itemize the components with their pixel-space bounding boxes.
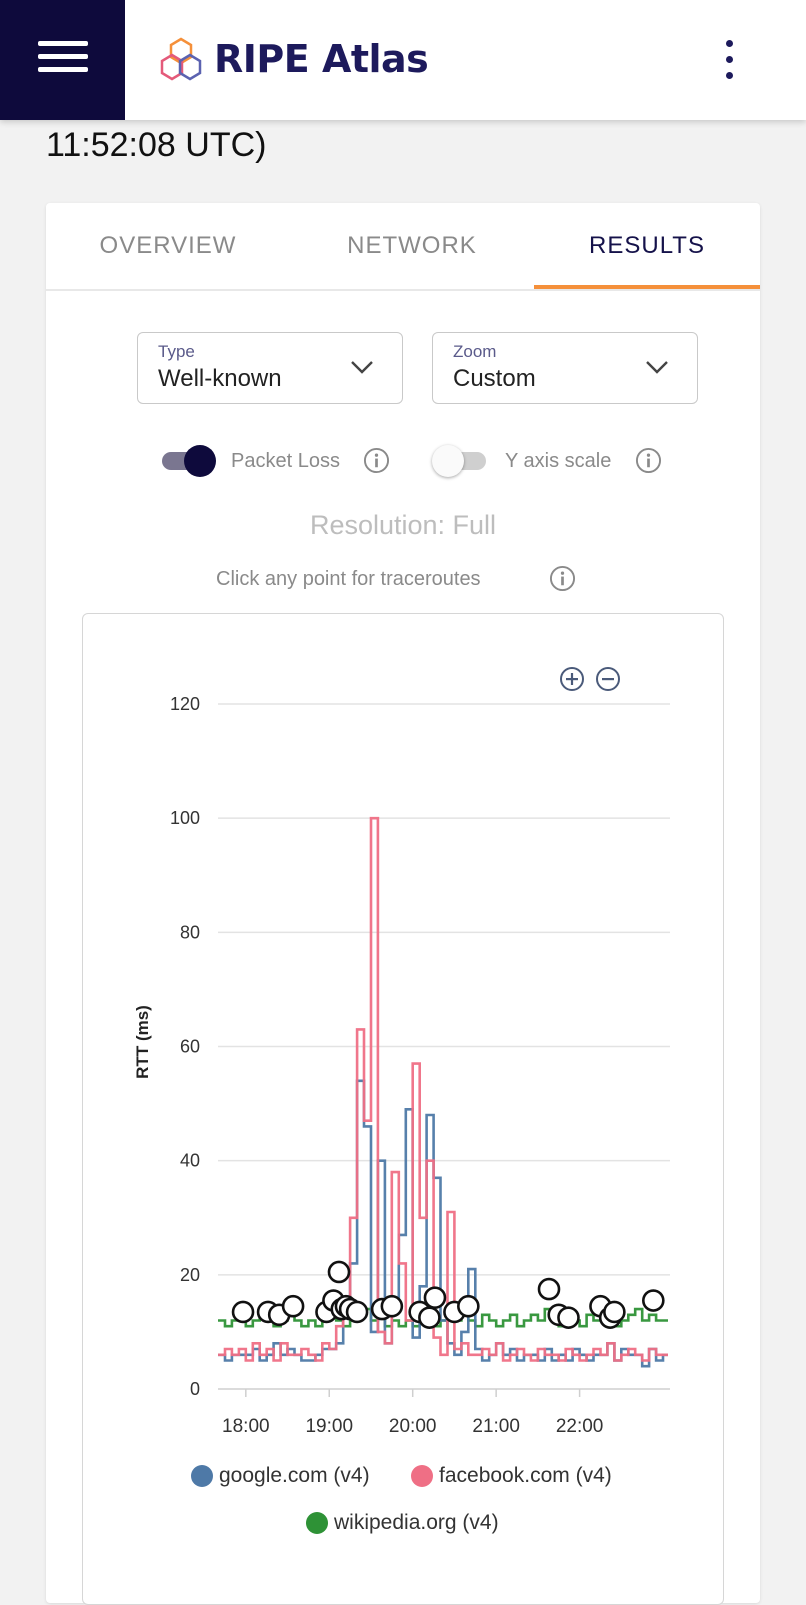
x-tick-label: 18:00 (222, 1416, 270, 1437)
rtt-chart-svg[interactable]: 0 20 40 60 80 100 120 18:00 19:00 20:00 21:00 22:00… (83, 614, 723, 1604)
info-icon[interactable] (549, 565, 576, 592)
packet-loss-marker (457, 1294, 480, 1318)
zoom-select[interactable]: Zoom Custom (432, 332, 698, 404)
chevron-down-icon (351, 361, 373, 374)
traceroute-hint: Click any point for traceroutes (216, 568, 481, 590)
info-icon[interactable] (635, 447, 662, 474)
active-tab-indicator (534, 285, 760, 289)
zoom-out-icon[interactable] (595, 666, 621, 692)
brand-name: RIPE Atlas (214, 37, 429, 81)
y-axis-scale-toggle[interactable] (432, 445, 492, 477)
x-tick-label: 19:00 (305, 1416, 353, 1437)
chevron-down-icon (646, 361, 668, 374)
packet-loss-marker (603, 1300, 626, 1324)
tab-overview[interactable]: OVERVIEW (99, 232, 237, 259)
packet-loss-marker (537, 1277, 561, 1301)
packet-loss-toggle[interactable] (158, 445, 218, 477)
x-tick-label: 21:00 (472, 1416, 520, 1437)
packet-loss-marker (418, 1306, 441, 1329)
menu-button[interactable] (0, 0, 125, 120)
tab-network[interactable]: NETWORK (347, 232, 477, 259)
y-tick-label: 120 (170, 694, 200, 714)
toggle-thumb (432, 445, 464, 477)
packet-loss-marker (231, 1300, 255, 1324)
zoom-select-value: Custom (453, 365, 536, 392)
x-tick-label: 22:00 (556, 1416, 604, 1437)
legend-dot-icon (306, 1512, 328, 1534)
tab-bar: OVERVIEW NETWORK RESULTS (46, 203, 760, 291)
y-axis-label: RTT (ms) (133, 1005, 152, 1079)
type-select-value: Well-known (158, 365, 282, 392)
hamburger-icon-line (38, 67, 88, 72)
legend-label: facebook.com (v4) (439, 1464, 612, 1487)
resolution-text: Resolution: Full (309, 510, 497, 540)
packet-loss-marker (345, 1300, 369, 1324)
y-tick-label: 60 (180, 1037, 200, 1057)
hamburger-icon-line (38, 54, 88, 59)
legend-dot-icon (191, 1465, 213, 1487)
y-axis-scale-label: Y axis scale (505, 450, 612, 472)
packet-loss-marker (380, 1294, 404, 1318)
y-tick-label: 80 (180, 922, 200, 942)
y-tick-label: 40 (180, 1151, 200, 1171)
packet-loss-marker (327, 1260, 351, 1284)
legend-dot-icon (411, 1465, 433, 1487)
legend-item-facebook[interactable]: facebook.com (v4) (411, 1464, 612, 1488)
brand-logo[interactable]: RIPE Atlas (158, 36, 429, 82)
legend-item-wikipedia[interactable]: wikipedia.org (v4) (306, 1511, 499, 1535)
series-line-facebook (218, 816, 668, 1362)
more-options-icon[interactable] (718, 38, 742, 82)
legend-label: google.com (v4) (219, 1464, 370, 1487)
type-select[interactable]: Type Well-known (137, 332, 403, 404)
app-bar: RIPE Atlas (0, 0, 806, 120)
legend-label: wikipedia.org (v4) (334, 1511, 499, 1534)
legend-item-google[interactable]: google.com (v4) (191, 1464, 370, 1488)
packet-loss-marker (281, 1294, 305, 1318)
type-select-label: Type (158, 342, 195, 361)
y-tick-label: 20 (180, 1265, 200, 1285)
measurement-time: 11:52:08 UTC) (46, 126, 267, 164)
packet-loss-label: Packet Loss (231, 450, 340, 472)
hamburger-icon (38, 41, 88, 46)
x-tick-label: 20:00 (389, 1416, 437, 1437)
packet-loss-marker (557, 1306, 580, 1329)
y-tick-label: 0 (190, 1379, 200, 1399)
rtt-chart[interactable]: 0 20 40 60 80 100 120 18:00 19:00 20:00 21:00 22:00… (82, 613, 724, 1605)
ripe-hex-logo-icon (160, 37, 202, 81)
zoom-select-label: Zoom (453, 342, 497, 361)
y-tick-label: 100 (170, 808, 200, 828)
info-icon[interactable] (363, 447, 390, 474)
packet-loss-marker (423, 1286, 447, 1309)
toggle-thumb (184, 445, 216, 477)
packet-loss-marker (642, 1289, 665, 1312)
zoom-in-icon[interactable] (559, 666, 585, 692)
results-card: OVERVIEW NETWORK RESULTS Type Well-known… (46, 203, 760, 1605)
tab-results[interactable]: RESULTS (589, 232, 705, 259)
